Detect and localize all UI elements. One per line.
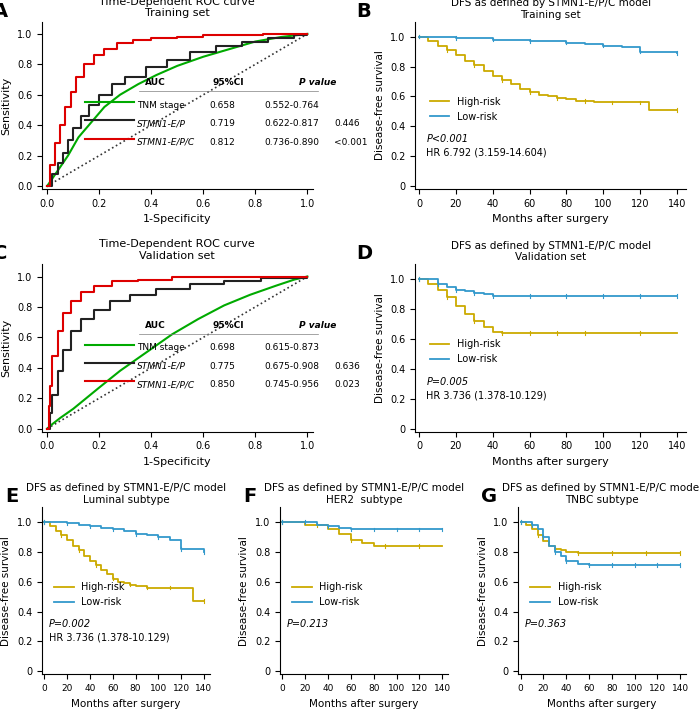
Text: AUC: AUC [145,321,166,330]
Text: 0.698: 0.698 [210,344,236,352]
Title: DFS as defined by STMN1-E/P/C model
TNBC subtype: DFS as defined by STMN1-E/P/C model TNBC… [502,483,700,505]
Y-axis label: Disease-free survival: Disease-free survival [1,536,11,645]
Text: STMN1-E/P: STMN1-E/P [136,120,186,128]
X-axis label: Months after surgery: Months after surgery [309,698,419,708]
Text: HR 3.736 (1.378-10.129): HR 3.736 (1.378-10.129) [426,390,547,400]
Text: HR 6.792 (3.159-14.604): HR 6.792 (3.159-14.604) [426,148,547,157]
Text: 0.552-0.764: 0.552-0.764 [264,101,318,110]
Text: F: F [243,487,256,506]
Text: B: B [356,1,370,21]
Text: 0.775: 0.775 [210,362,236,371]
Text: HR 3.736 (1.378-10.129): HR 3.736 (1.378-10.129) [49,633,169,643]
Text: P=0.213: P=0.213 [287,619,329,629]
Text: TNM stage: TNM stage [136,101,185,110]
Text: A: A [0,1,8,21]
Legend: High-risk, Low-risk: High-risk, Low-risk [426,93,504,125]
Text: P value: P value [299,78,337,87]
Title: Time-Dependent ROC curve
Training set: Time-Dependent ROC curve Training set [99,0,256,18]
Title: Time-Dependent ROC curve
Validation set: Time-Dependent ROC curve Validation set [99,239,256,261]
Text: 0.675-0.908: 0.675-0.908 [264,362,319,371]
Title: DFS as defined by STMN1-E/P/C model
Training set: DFS as defined by STMN1-E/P/C model Trai… [451,0,651,20]
Text: STMN1-E/P/C: STMN1-E/P/C [136,138,195,146]
Text: P=0.002: P=0.002 [49,619,91,629]
Y-axis label: Disease-free survival: Disease-free survival [239,536,249,645]
X-axis label: 1-Specificity: 1-Specificity [143,457,211,467]
Legend: High-risk, Low-risk: High-risk, Low-risk [426,336,504,368]
Text: AUC: AUC [145,78,166,87]
Y-axis label: Sensitivity: Sensitivity [1,76,11,135]
Text: 0.850: 0.850 [210,381,236,389]
Text: STMN1-E/P: STMN1-E/P [136,362,186,371]
X-axis label: Months after surgery: Months after surgery [71,698,181,708]
Text: 0.658: 0.658 [210,101,236,110]
Text: 0.446: 0.446 [334,120,360,128]
Text: 0.615-0.873: 0.615-0.873 [264,344,319,352]
Y-axis label: Disease-free survival: Disease-free survival [374,293,385,403]
X-axis label: Months after surgery: Months after surgery [492,457,609,467]
Text: TNM stage: TNM stage [136,344,185,352]
Text: P=0.363: P=0.363 [525,619,567,629]
Text: 0.023: 0.023 [334,381,360,389]
Text: 0.719: 0.719 [210,120,236,128]
Text: C: C [0,244,8,263]
X-axis label: Months after surgery: Months after surgery [492,215,609,224]
Text: 0.622-0.817: 0.622-0.817 [264,120,318,128]
Text: D: D [356,244,372,263]
Y-axis label: Disease-free survival: Disease-free survival [374,51,385,160]
Y-axis label: Sensitivity: Sensitivity [1,319,11,377]
Text: <0.001: <0.001 [334,138,368,146]
X-axis label: Months after surgery: Months after surgery [547,698,657,708]
Y-axis label: Disease-free survival: Disease-free survival [477,536,488,645]
Legend: High-risk, Low-risk: High-risk, Low-risk [50,579,129,611]
Text: 0.812: 0.812 [210,138,235,146]
Text: P<0.001: P<0.001 [426,134,468,144]
Text: E: E [5,487,18,506]
Title: DFS as defined by STMN1-E/P/C model
Validation set: DFS as defined by STMN1-E/P/C model Vali… [451,241,651,262]
Text: 0.745-0.956: 0.745-0.956 [264,381,318,389]
Text: 0.636: 0.636 [334,362,360,371]
Legend: High-risk, Low-risk: High-risk, Low-risk [288,579,367,611]
Title: DFS as defined by STMN1-E/P/C model
HER2  subtype: DFS as defined by STMN1-E/P/C model HER2… [264,483,464,505]
Text: 0.736-0.890: 0.736-0.890 [264,138,319,146]
Text: P value: P value [299,321,337,330]
Text: 95%CI: 95%CI [213,321,244,330]
Text: 95%CI: 95%CI [213,78,244,87]
X-axis label: 1-Specificity: 1-Specificity [143,215,211,224]
Text: STMN1-E/P/C: STMN1-E/P/C [136,381,195,389]
Title: DFS as defined by STMN1-E/P/C model
Luminal subtype: DFS as defined by STMN1-E/P/C model Lumi… [26,483,226,505]
Text: P=0.005: P=0.005 [426,377,468,387]
Text: G: G [482,487,498,506]
Legend: High-risk, Low-risk: High-risk, Low-risk [526,579,605,611]
